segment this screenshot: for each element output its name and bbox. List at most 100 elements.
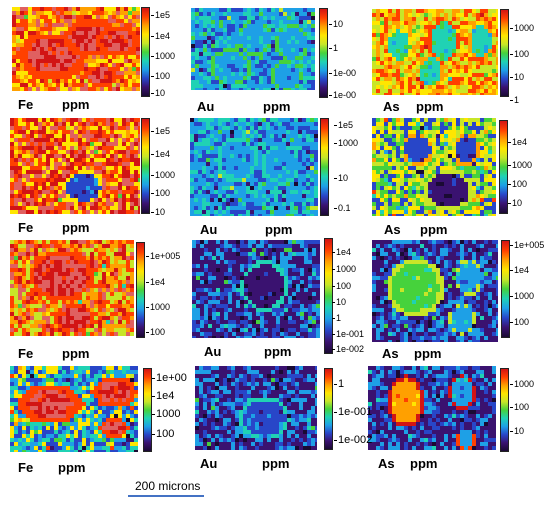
caption-element-as-4: As [378, 456, 395, 471]
colorbar-tick-mark [510, 54, 513, 55]
map-fe-4 [10, 366, 138, 452]
tick-au2-1: 1000 [338, 138, 359, 148]
colorbar-tick-mark [152, 396, 155, 397]
scale-bar [128, 495, 204, 497]
tick-au2-2: 10 [338, 173, 349, 183]
colorbar-tick-mark [510, 431, 513, 432]
colorbar-fe-2 [141, 118, 150, 214]
tick-au1-3: 1e-00 [333, 90, 357, 100]
tick-fe1-0: 1e5 [155, 10, 171, 20]
colorbar-tick-mark [151, 175, 154, 176]
colorbar-tick-mark [151, 93, 154, 94]
colorbar-tick-mark [508, 165, 511, 166]
map-as-3-image [372, 240, 498, 342]
tick-fe1-2: 1000 [155, 51, 176, 61]
map-fe-2 [10, 118, 140, 214]
tick-fe1-4: 10 [155, 88, 166, 98]
map-au-2 [190, 118, 318, 216]
tick-as2-0: 1e4 [512, 137, 528, 147]
colorbar-au-1 [319, 8, 328, 98]
colorbar-tick-mark [329, 48, 332, 49]
caption-unit-au-2: ppm [265, 222, 293, 237]
colorbar-fe-1 [141, 7, 150, 97]
tick-fe1-1: 1e4 [155, 31, 171, 41]
colorbar-tick-mark [332, 349, 335, 350]
colorbar-tick-mark [508, 142, 511, 143]
tick-fe2-3: 100 [155, 188, 171, 198]
colorbar-tick-mark [334, 412, 337, 413]
map-as-4-image [368, 366, 496, 450]
tick-as3-1: 1e4 [514, 265, 530, 275]
tick-fe2-4: 10 [155, 207, 166, 217]
tick-au1-1: 1 [333, 43, 339, 53]
colorbar-tick-mark [146, 307, 149, 308]
colorbar-tick-mark [334, 440, 337, 441]
tick-as1-3: 1 [514, 95, 520, 105]
colorbar-fe-4 [143, 368, 152, 452]
caption-element-au-1: Au [197, 99, 215, 114]
colorbar-tick-mark [334, 208, 337, 209]
tick-as2-2: 100 [512, 179, 528, 189]
tick-fe4-3: 100 [156, 428, 175, 440]
colorbar-tick-mark [152, 434, 155, 435]
tick-as3-3: 100 [514, 317, 530, 327]
colorbar-au-4 [324, 368, 333, 450]
tick-au1-0: 10 [333, 19, 344, 29]
map-as-1-image [372, 9, 498, 95]
tick-fe3-1: 1e4 [150, 277, 166, 287]
map-fe-1-image [12, 7, 140, 91]
colorbar-as-4 [500, 368, 509, 452]
tick-fe4-1: 1e4 [156, 390, 175, 402]
colorbar-tick-mark [510, 384, 513, 385]
colorbar-tick-mark [334, 178, 337, 179]
tick-as1-0: 1000 [514, 23, 535, 33]
map-fe-4-image [10, 366, 138, 452]
caption-unit-au-4: ppm [262, 456, 290, 471]
colorbar-tick-mark [151, 212, 154, 213]
map-as-1 [372, 9, 498, 95]
caption-element-fe-2: Fe [18, 220, 34, 235]
scale-bar-label: 200 microns [135, 479, 201, 493]
colorbar-tick-mark [146, 332, 149, 333]
colorbar-au-2 [320, 118, 329, 216]
colorbar-fe-3 [136, 242, 145, 338]
colorbar-tick-mark [332, 302, 335, 303]
colorbar-tick-mark [334, 143, 337, 144]
tick-as4-2: 10 [514, 426, 525, 436]
tick-fe3-3: 100 [150, 327, 166, 337]
colorbar-tick-mark [146, 256, 149, 257]
tick-fe3-0: 1e+005 [150, 251, 181, 261]
colorbar-tick-mark [332, 252, 335, 253]
caption-unit-as-1: ppm [416, 99, 444, 114]
tick-fe1-3: 100 [155, 71, 171, 81]
colorbar-as-1 [500, 9, 509, 97]
tick-au4-0: 1 [338, 378, 345, 390]
caption-unit-au-3: ppm [264, 344, 292, 359]
tick-au3-0: 1e4 [336, 247, 352, 257]
colorbar-tick-mark [510, 407, 513, 408]
colorbar-tick-mark [329, 24, 332, 25]
caption-element-au-4: Au [200, 456, 218, 471]
colorbar-tick-mark [510, 77, 513, 78]
tick-as1-1: 100 [514, 49, 530, 59]
colorbar-tick-mark [329, 95, 332, 96]
colorbar-tick-mark [146, 282, 149, 283]
caption-unit-fe-4: ppm [58, 460, 86, 475]
caption-unit-as-3: ppm [414, 346, 442, 361]
tick-au3-1: 1000 [336, 264, 357, 274]
colorbar-tick-mark [151, 36, 154, 37]
tick-as3-0: 1e+005 [514, 240, 545, 250]
colorbar-tick-mark [152, 414, 155, 415]
caption-unit-fe-2: ppm [62, 220, 90, 235]
map-as-3 [372, 240, 498, 342]
colorbar-tick-mark [510, 322, 513, 323]
map-as-2-image [372, 118, 496, 216]
map-au-1 [191, 8, 315, 90]
caption-element-fe-1: Fe [18, 97, 34, 112]
tick-au3-4: 1 [336, 313, 342, 323]
colorbar-tick-mark [151, 56, 154, 57]
caption-unit-as-2: ppm [420, 222, 448, 237]
colorbar-tick-mark [510, 296, 513, 297]
caption-element-as-3: As [382, 346, 399, 361]
map-au-4 [195, 366, 317, 450]
